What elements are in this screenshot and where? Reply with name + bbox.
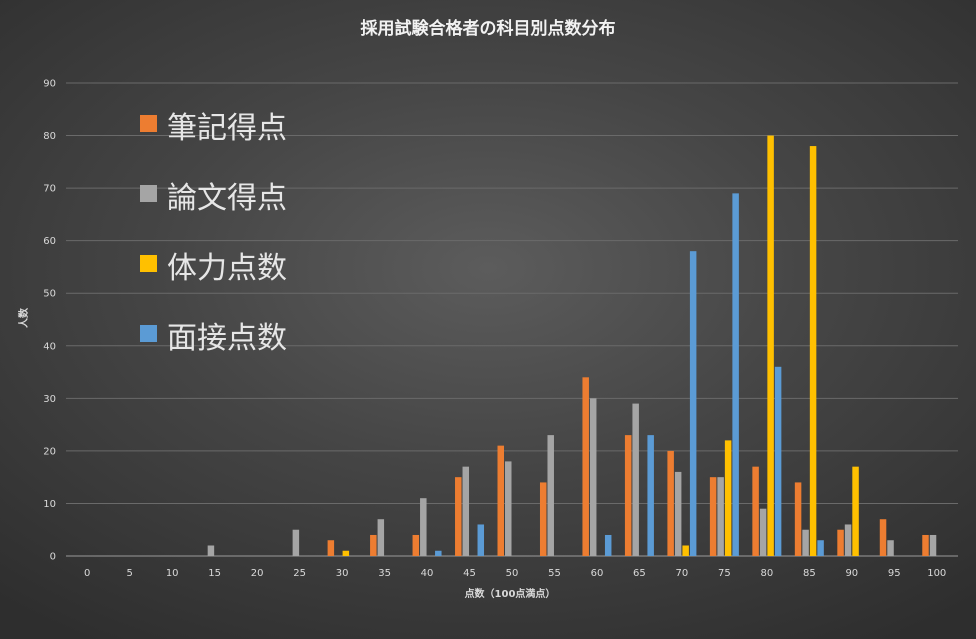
y-tick-label: 90 xyxy=(43,79,56,90)
bars xyxy=(207,135,937,557)
bar xyxy=(292,529,300,556)
bar xyxy=(342,550,350,556)
x-axis-title: 点数（100点満点） xyxy=(465,587,556,600)
x-tick-label: 65 xyxy=(633,568,646,579)
legend-swatch xyxy=(140,255,157,272)
y-tick-label: 70 xyxy=(43,184,56,195)
y-tick-label: 50 xyxy=(43,289,56,300)
legend-label: 面接点数 xyxy=(167,321,287,356)
bar xyxy=(717,477,724,556)
y-tick-label: 30 xyxy=(43,394,56,405)
x-tick-label: 55 xyxy=(548,568,561,579)
bar xyxy=(497,445,504,556)
bar xyxy=(582,377,589,556)
x-tick-label: 15 xyxy=(208,568,221,579)
bar xyxy=(547,435,554,556)
bar xyxy=(327,540,335,556)
x-tick-label: 50 xyxy=(506,568,519,579)
legend-label: 論文得点 xyxy=(167,181,287,216)
bar xyxy=(682,545,689,556)
bar xyxy=(477,524,485,556)
y-tick-label: 0 xyxy=(50,552,56,563)
bar xyxy=(709,477,717,556)
bar xyxy=(844,524,852,556)
legend-label: 体力点数 xyxy=(167,251,287,286)
bar xyxy=(774,366,782,556)
y-tick-label: 20 xyxy=(43,446,56,457)
bar xyxy=(852,466,859,556)
x-tick-label: 35 xyxy=(378,568,391,579)
legend-swatch xyxy=(140,325,157,342)
bar xyxy=(604,534,612,556)
bar xyxy=(794,482,802,556)
x-tick-label: 90 xyxy=(845,568,858,579)
bar xyxy=(647,435,654,556)
y-tick-label: 80 xyxy=(43,131,56,142)
x-tick-label: 30 xyxy=(336,568,349,579)
y-tick-label: 10 xyxy=(43,499,56,510)
bar xyxy=(370,534,377,556)
bar xyxy=(759,508,767,556)
bar xyxy=(539,482,547,556)
bar xyxy=(929,534,937,556)
bar xyxy=(589,398,597,556)
bar xyxy=(752,466,759,556)
bar xyxy=(505,461,512,556)
x-tick-label: 0 xyxy=(84,568,90,579)
bar xyxy=(420,498,427,556)
bar xyxy=(674,471,682,556)
x-tick-label: 70 xyxy=(676,568,689,579)
x-tick-label: 40 xyxy=(421,568,434,579)
bar xyxy=(412,534,420,556)
bar xyxy=(377,519,385,556)
x-tick-label: 75 xyxy=(718,568,731,579)
x-tick-label: 20 xyxy=(251,568,264,579)
bar xyxy=(724,440,732,556)
bar xyxy=(879,519,887,556)
chart-title: 採用試験合格者の科目別点数分布 xyxy=(361,18,616,39)
bar xyxy=(802,529,809,556)
bar xyxy=(462,466,470,556)
y-axis-ticks: 0 10 20 30 40 50 60 70 80 90 xyxy=(43,79,56,563)
x-tick-label: 100 xyxy=(927,568,946,579)
x-tick-label: 85 xyxy=(803,568,816,579)
x-tick-label: 25 xyxy=(293,568,306,579)
bar xyxy=(207,545,215,556)
bar xyxy=(455,477,462,556)
bar xyxy=(809,146,817,557)
x-tick-label: 80 xyxy=(760,568,773,579)
bar xyxy=(837,529,844,556)
x-axis-ticks: 0 5 10 15 20 25 30 35 40 45 50 55 60 65 70 75 80 85 90 95 10… xyxy=(84,568,946,579)
bar xyxy=(689,251,697,556)
x-tick-label: 95 xyxy=(888,568,901,579)
x-tick-label: 5 xyxy=(127,568,133,579)
bar xyxy=(667,450,674,556)
gridlines xyxy=(66,82,958,557)
y-tick-label: 40 xyxy=(43,341,56,352)
legend-swatch xyxy=(140,115,157,132)
bar xyxy=(767,135,774,557)
x-tick-label: 10 xyxy=(166,568,179,579)
bar xyxy=(624,435,632,556)
x-tick-label: 45 xyxy=(463,568,476,579)
y-tick-label: 60 xyxy=(43,236,56,247)
legend-swatch xyxy=(140,185,157,202)
bar xyxy=(435,550,442,556)
bar xyxy=(887,540,894,556)
bar xyxy=(922,534,929,556)
y-axis-title: 人数 xyxy=(17,307,30,328)
bar xyxy=(732,193,739,556)
bar xyxy=(817,540,824,556)
x-tick-label: 60 xyxy=(591,568,604,579)
legend-label: 筆記得点 xyxy=(167,111,287,146)
bar xyxy=(632,403,639,556)
